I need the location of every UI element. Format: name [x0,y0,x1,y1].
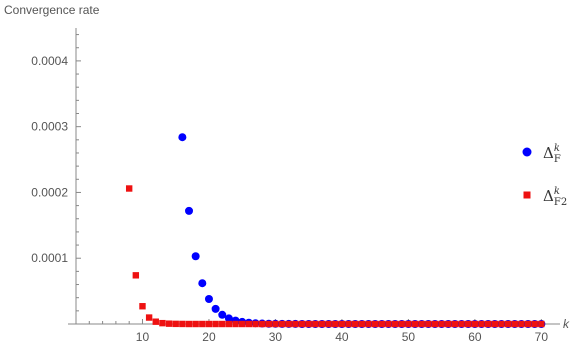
point-series-2 [285,320,292,328]
point-series-2 [272,320,279,328]
point-series-2 [345,320,352,328]
point-series-2 [531,320,538,328]
point-series-1 [204,295,213,304]
point-series-2 [398,320,405,328]
x-tick-label: 70 [535,330,549,344]
legend-marker [522,147,532,157]
legend-label: Δk F2 [543,186,567,208]
point-series-2 [491,320,499,328]
point-series-1 [185,206,194,215]
point-series-2 [478,320,485,328]
point-series-2 [185,320,193,328]
tick-labels: 10 20 30 40 50 60 70 0.0001 0.0002 0.0003 0.0004 [31,54,548,344]
point-series-2 [484,320,492,328]
point-series-2 [145,314,153,321]
point-series-2 [358,320,366,328]
point-series-2 [438,320,445,328]
point-series-2 [405,320,412,328]
point-series-2 [252,320,259,328]
point-series-2 [352,320,359,328]
point-series-2 [139,303,146,310]
point-series-2 [498,320,505,328]
point-series-2 [292,320,299,328]
point-series-2 [245,320,253,328]
point-series-2 [465,320,472,328]
point-series-1 [224,314,233,323]
point-series-2 [312,320,319,328]
point-series-2 [298,320,306,328]
point-series-2 [199,320,206,328]
point-series-2 [172,320,179,328]
point-series-2 [418,320,425,328]
point-series-2 [458,320,465,328]
legend: Δk F Δk F2 [522,143,567,208]
point-series-2 [305,320,312,328]
tick-marks [76,34,542,324]
x-tick-label: 60 [468,330,482,344]
point-series-2 [278,320,286,328]
x-tick-label: 30 [269,330,283,344]
point-series-2 [431,320,439,328]
y-tick-label: 0.0004 [31,54,68,68]
point-series-2 [258,320,266,328]
point-series-2 [152,318,159,325]
point-series-2 [325,320,332,328]
point-series-2 [219,320,226,328]
point-series-2 [179,320,186,328]
y-tick-label: 0.0001 [31,251,68,265]
x-tick-label: 20 [202,330,216,344]
point-series-2 [538,320,545,328]
point-series-2 [225,320,233,328]
point-series-2 [338,320,346,328]
point-series-2 [212,320,219,328]
point-series-2 [371,320,379,328]
point-series-2 [511,320,518,328]
point-series-2 [385,320,392,328]
point-series-2 [518,320,525,328]
axes [68,28,560,325]
x-axis-label: k [563,317,570,331]
point-series-2 [165,320,173,327]
point-series-2 [318,320,326,328]
point-series-2 [504,320,512,328]
point-series-2 [445,320,452,328]
legend-label: Δk F [543,143,561,165]
point-series-1 [218,310,227,319]
y-axis-label: Convergence rate [4,3,100,17]
point-series-2 [125,185,133,192]
x-tick-label: 40 [335,330,349,344]
y-tick-label: 0.0002 [31,185,68,199]
point-series-2 [391,320,399,328]
data-points [125,133,546,328]
point-series-2 [332,320,339,328]
y-tick-label: 0.0003 [31,120,68,134]
point-series-2 [192,320,199,328]
point-series-2 [425,320,432,328]
point-series-2 [471,320,479,328]
x-tick-label: 10 [136,330,150,344]
point-series-2 [411,320,419,328]
point-series-2 [365,320,372,328]
point-series-1 [178,133,187,142]
point-series-2 [232,320,239,328]
point-series-2 [132,272,140,279]
point-series-2 [159,319,166,327]
x-tick-label: 50 [402,330,416,344]
point-series-1 [211,304,220,313]
point-series-1 [198,279,207,288]
point-series-2 [238,320,246,328]
point-series-2 [265,320,272,328]
point-series-2 [205,320,213,328]
point-series-2 [524,320,532,328]
legend-marker [523,191,531,199]
point-series-2 [451,320,459,328]
point-series-1 [191,252,200,261]
point-series-2 [378,320,386,328]
